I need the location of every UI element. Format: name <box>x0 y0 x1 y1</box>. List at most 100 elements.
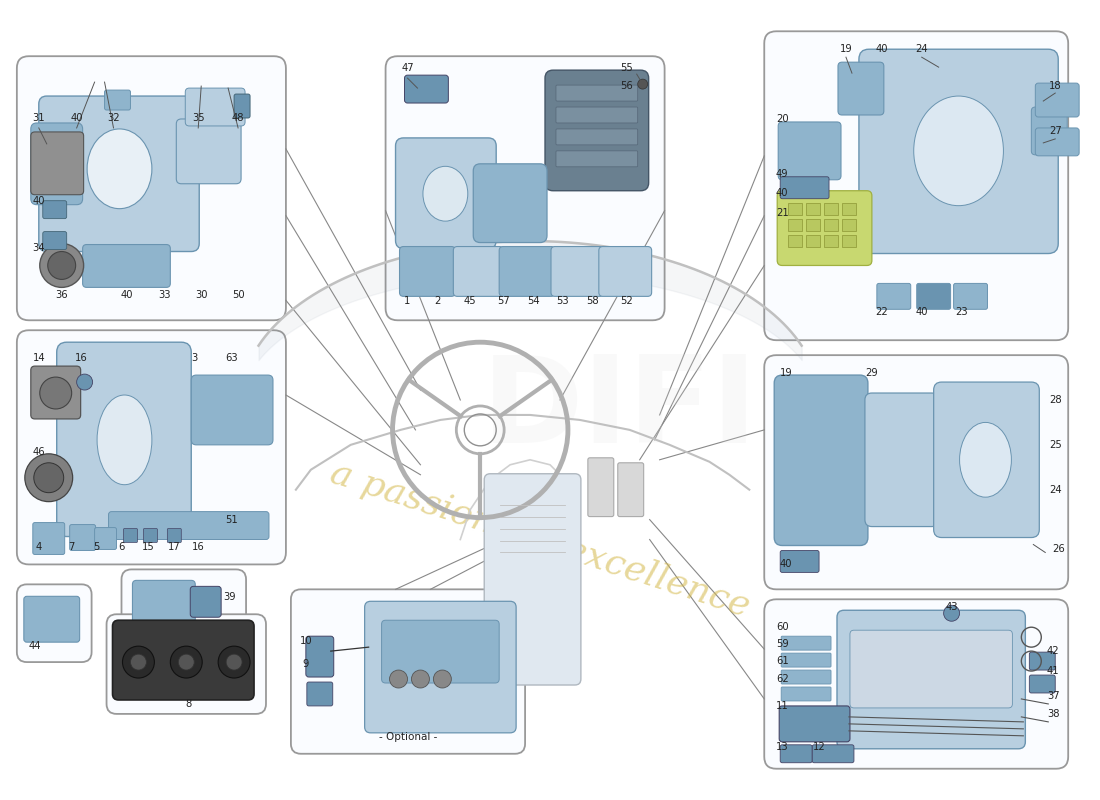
Text: 40: 40 <box>70 113 82 123</box>
Text: 40: 40 <box>776 188 789 198</box>
Text: 28: 28 <box>1049 395 1061 405</box>
FancyBboxPatch shape <box>877 283 911 310</box>
FancyBboxPatch shape <box>838 62 883 115</box>
FancyBboxPatch shape <box>551 246 604 296</box>
Text: 15: 15 <box>142 542 155 553</box>
Bar <box>842 234 856 246</box>
FancyBboxPatch shape <box>143 529 157 542</box>
FancyBboxPatch shape <box>598 246 651 296</box>
Circle shape <box>389 670 407 688</box>
Text: 50: 50 <box>232 290 244 300</box>
FancyBboxPatch shape <box>781 636 830 650</box>
Text: 10: 10 <box>299 636 312 646</box>
Circle shape <box>638 79 648 89</box>
Bar <box>824 234 838 246</box>
Text: 58: 58 <box>586 296 600 306</box>
Text: DIFI: DIFI <box>482 351 758 469</box>
Text: 27: 27 <box>1049 126 1061 136</box>
Text: 54: 54 <box>527 296 539 306</box>
FancyBboxPatch shape <box>812 745 854 762</box>
FancyBboxPatch shape <box>33 522 65 554</box>
FancyBboxPatch shape <box>954 283 988 310</box>
FancyBboxPatch shape <box>104 90 131 110</box>
FancyBboxPatch shape <box>781 653 830 667</box>
Text: 31: 31 <box>33 113 45 123</box>
Text: 1: 1 <box>405 296 410 306</box>
Text: 49: 49 <box>776 169 789 178</box>
Text: 25: 25 <box>1049 440 1061 450</box>
Text: 14: 14 <box>33 353 45 363</box>
Text: 19: 19 <box>780 368 793 378</box>
Circle shape <box>40 243 84 287</box>
Bar <box>842 218 856 230</box>
FancyBboxPatch shape <box>399 246 455 296</box>
FancyBboxPatch shape <box>837 610 1025 749</box>
Text: 60: 60 <box>776 622 789 632</box>
Text: 57: 57 <box>497 296 509 306</box>
Text: 9: 9 <box>302 659 309 669</box>
Circle shape <box>227 654 242 670</box>
Bar <box>842 202 856 214</box>
FancyBboxPatch shape <box>934 382 1040 538</box>
Text: 6: 6 <box>119 542 124 553</box>
Circle shape <box>178 654 195 670</box>
Circle shape <box>411 670 429 688</box>
FancyBboxPatch shape <box>556 129 638 145</box>
Text: 48: 48 <box>232 113 244 123</box>
FancyBboxPatch shape <box>774 375 868 546</box>
Circle shape <box>122 646 154 678</box>
Text: 36: 36 <box>55 290 68 300</box>
Ellipse shape <box>97 395 152 485</box>
FancyBboxPatch shape <box>112 620 254 700</box>
FancyBboxPatch shape <box>123 529 138 542</box>
FancyBboxPatch shape <box>1035 128 1079 156</box>
Text: 40: 40 <box>780 559 792 570</box>
FancyBboxPatch shape <box>764 599 1068 769</box>
Text: 40: 40 <box>120 290 133 300</box>
Circle shape <box>433 670 451 688</box>
Ellipse shape <box>914 96 1003 206</box>
FancyBboxPatch shape <box>185 88 245 126</box>
FancyBboxPatch shape <box>1030 675 1055 693</box>
FancyBboxPatch shape <box>43 231 67 250</box>
Text: 12: 12 <box>813 742 825 752</box>
Text: 34: 34 <box>33 242 45 253</box>
FancyBboxPatch shape <box>778 190 872 266</box>
Text: 53: 53 <box>557 296 570 306</box>
FancyBboxPatch shape <box>916 283 950 310</box>
Text: 2: 2 <box>434 296 441 306</box>
FancyBboxPatch shape <box>780 550 820 572</box>
FancyBboxPatch shape <box>865 393 938 526</box>
FancyBboxPatch shape <box>382 620 499 683</box>
Bar <box>789 202 802 214</box>
Text: 3: 3 <box>191 353 197 363</box>
FancyBboxPatch shape <box>234 94 250 118</box>
Text: 16: 16 <box>75 353 88 363</box>
FancyBboxPatch shape <box>1030 652 1055 670</box>
Circle shape <box>25 454 73 502</box>
FancyBboxPatch shape <box>764 355 1068 590</box>
Text: 33: 33 <box>158 290 170 300</box>
FancyBboxPatch shape <box>16 330 286 565</box>
FancyBboxPatch shape <box>31 132 84 194</box>
Text: 40: 40 <box>876 44 888 54</box>
Bar <box>806 218 821 230</box>
FancyBboxPatch shape <box>1035 83 1079 117</box>
FancyBboxPatch shape <box>57 342 191 537</box>
Text: 55: 55 <box>620 63 634 73</box>
Text: 41: 41 <box>1047 666 1059 676</box>
FancyBboxPatch shape <box>556 85 638 101</box>
FancyBboxPatch shape <box>82 245 170 287</box>
FancyBboxPatch shape <box>781 670 830 684</box>
FancyBboxPatch shape <box>499 246 556 296</box>
FancyBboxPatch shape <box>473 164 547 242</box>
Text: 42: 42 <box>1047 646 1059 656</box>
FancyBboxPatch shape <box>107 614 266 714</box>
Text: 22: 22 <box>876 307 888 318</box>
Text: 40: 40 <box>33 196 45 206</box>
Text: 63: 63 <box>224 353 238 363</box>
FancyBboxPatch shape <box>618 462 644 517</box>
FancyBboxPatch shape <box>587 458 614 517</box>
Text: 39: 39 <box>223 592 235 602</box>
FancyBboxPatch shape <box>364 602 516 733</box>
